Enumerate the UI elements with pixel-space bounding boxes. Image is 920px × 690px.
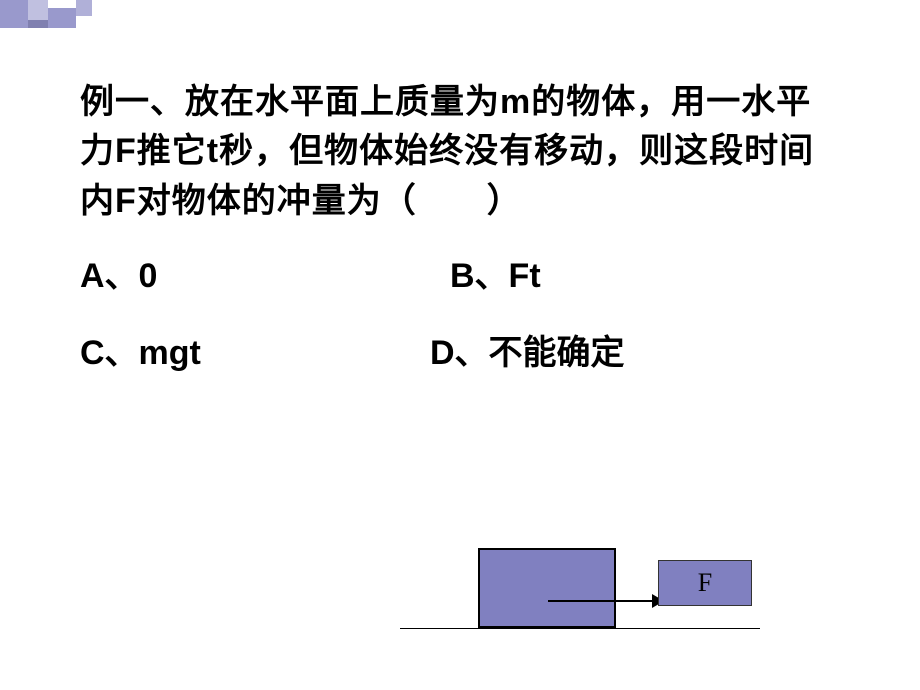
deco-square [48,8,76,28]
option-b: B、Ft [450,248,541,297]
force-label: F [698,568,712,598]
option-c: C、mgt [80,325,430,374]
option-a: A、0 [80,248,450,297]
option-d: D、不能确定 [430,325,625,374]
options-block: A、0 B、Ft C、mgt D、不能确定 [80,248,840,374]
deco-square [28,0,48,20]
ground-line [400,628,760,629]
force-arrow-line [548,600,656,602]
corner-decoration [0,0,120,40]
mass-block [478,548,616,628]
physics-diagram: F [400,530,780,650]
question-text: 例一、放在水平面上质量为m的物体，用一水平力F推它t秒，但物体始终没有移动，则这… [80,78,840,226]
force-label-box: F [658,560,752,606]
option-row: C、mgt D、不能确定 [80,325,840,374]
slide-content: 例一、放在水平面上质量为m的物体，用一水平力F推它t秒，但物体始终没有移动，则这… [80,78,840,402]
option-row: A、0 B、Ft [80,248,840,297]
deco-square [0,0,28,28]
deco-square [76,0,92,16]
deco-square [28,20,48,28]
